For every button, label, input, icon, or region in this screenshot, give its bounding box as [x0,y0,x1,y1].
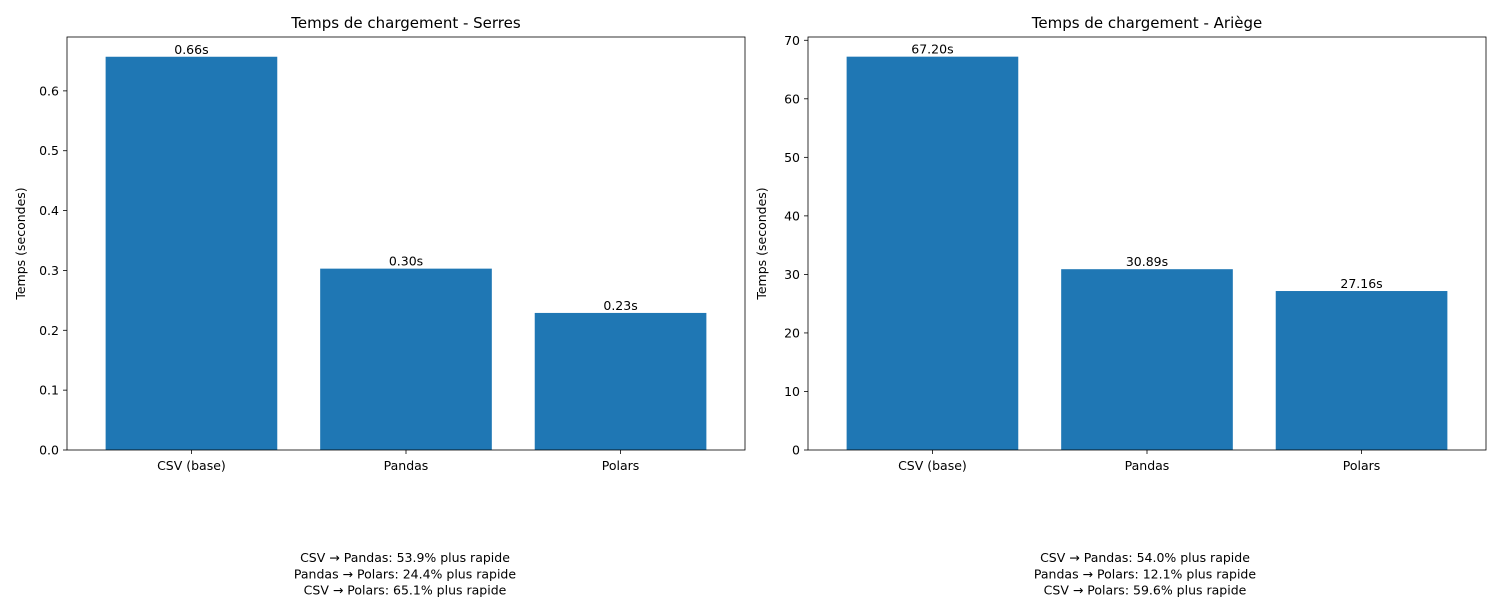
y-tick-label-1: 0 [792,443,800,458]
y-tick-label-4: 0.3 [39,263,59,278]
speedup-note-2: Pandas → Polars: 12.1% plus rapide [1034,566,1256,581]
bar-3 [1275,291,1448,450]
y-axis-label: Temps (secondes) [754,187,769,300]
plot-frame [66,36,746,451]
speedup-note-2: Pandas → Polars: 24.4% plus rapide [294,566,516,581]
speedup-note-3: CSV → Polars: 59.6% plus rapide [1044,583,1247,598]
x-tick-label-1: CSV (base) [157,458,226,473]
bar-2 [1061,269,1233,450]
bar-1 [105,56,278,451]
speedup-note-1: CSV → Pandas: 54.0% plus rapide [1040,550,1250,565]
x-tick-label-1: CSV (base) [898,458,967,473]
y-tick-label-2: 0.1 [39,383,59,398]
data-label-3: 0.23s [603,298,637,313]
y-tick-label-6: 0.5 [39,143,59,158]
x-tick-label-3: Polars [1343,458,1381,473]
speedup-note-1: CSV → Pandas: 53.9% plus rapide [300,550,510,565]
chart-title: Temps de chargement - Ariège [1031,14,1262,32]
data-label-2: 0.30s [389,254,423,269]
bar-2 [320,268,492,450]
y-tick-label-5: 40 [784,208,800,223]
plot-frame [807,36,1487,451]
y-tick-label-7: 60 [784,91,800,106]
y-tick-label-3: 0.2 [39,323,59,338]
x-tick-label-3: Polars [602,458,640,473]
data-label-2: 30.89s [1126,254,1168,269]
y-axis-label: Temps (secondes) [13,187,28,300]
data-label-1: 67.20s [911,42,953,57]
x-tick-label-2: Pandas [384,458,429,473]
y-tick-label-8: 70 [784,33,800,48]
bar-1 [846,56,1019,451]
data-label-1: 0.66s [174,42,208,57]
y-tick-label-6: 50 [784,150,800,165]
y-tick-label-2: 10 [784,384,800,399]
x-tick-label-2: Pandas [1125,458,1170,473]
speedup-note-3: CSV → Polars: 65.1% plus rapide [304,583,507,598]
chart-title: Temps de chargement - Serres [290,14,521,32]
y-tick-label-3: 20 [784,325,800,340]
bar-3 [534,312,707,450]
y-tick-label-7: 0.6 [39,83,59,98]
data-label-3: 27.16s [1340,276,1382,291]
y-tick-label-5: 0.4 [39,203,59,218]
y-tick-label-4: 30 [784,267,800,282]
y-tick-label-1: 0.0 [39,443,59,458]
